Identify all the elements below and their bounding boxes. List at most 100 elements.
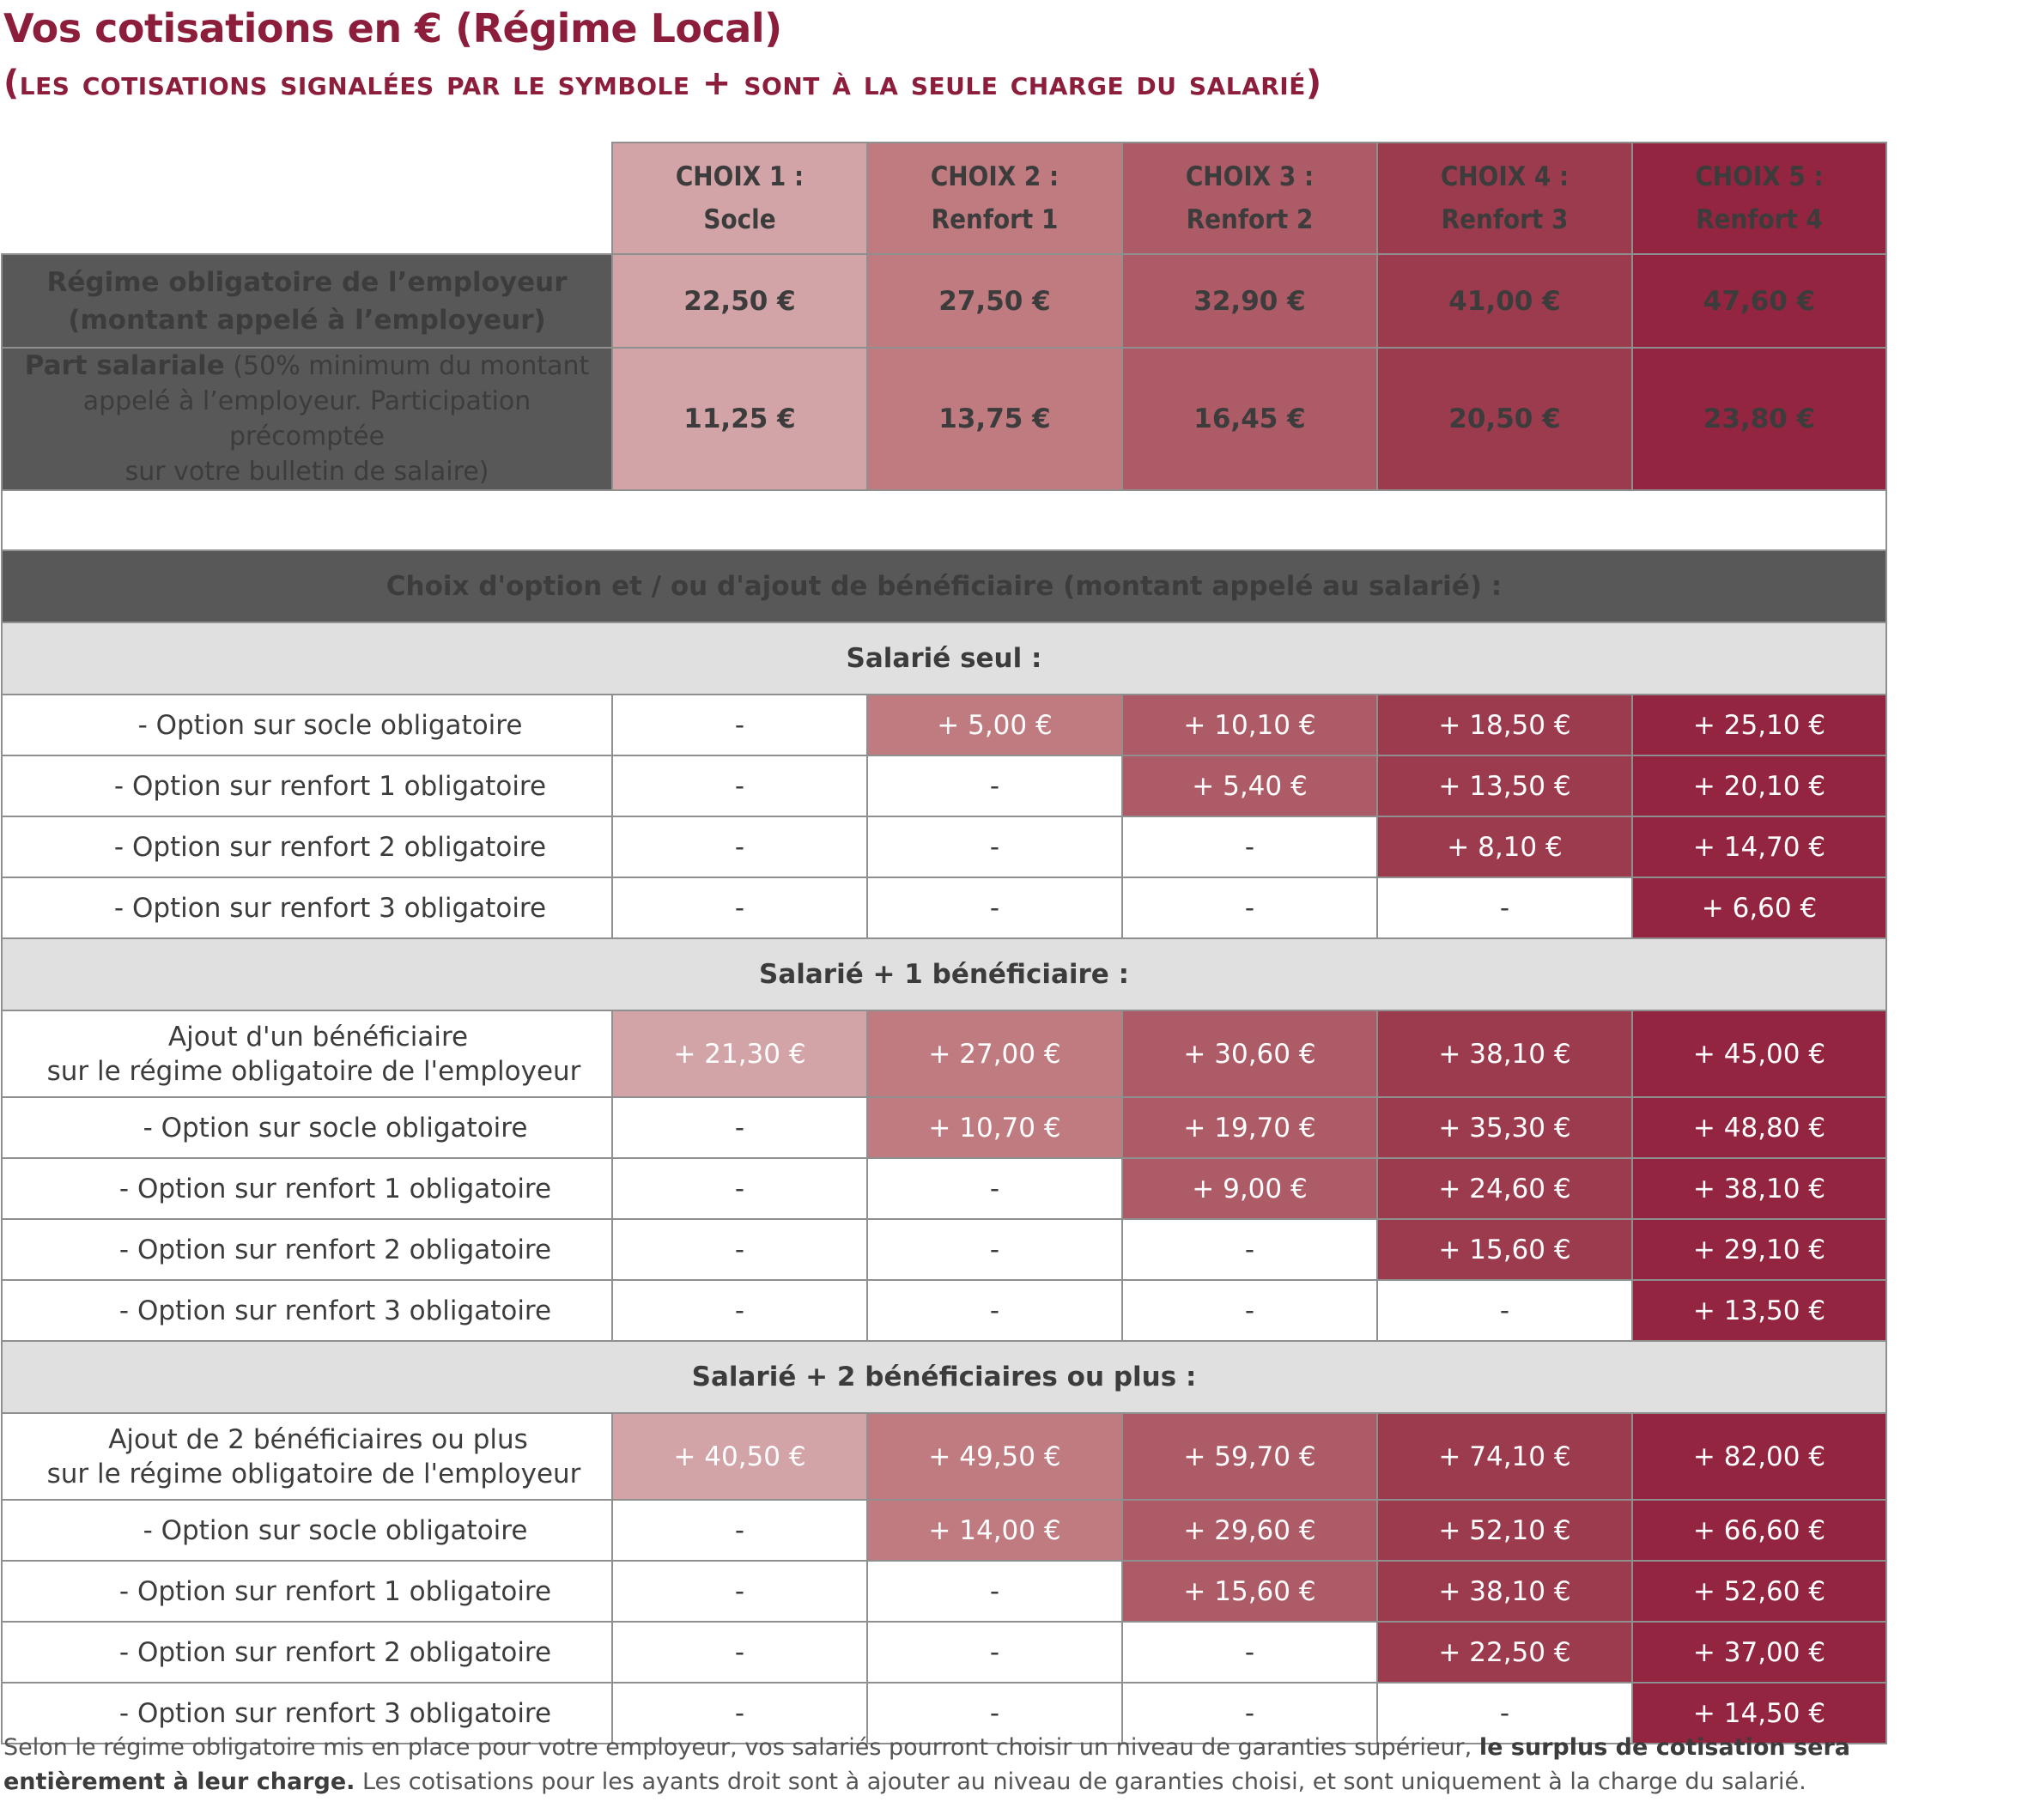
- section-title-row: Salarié + 2 bénéficiaires ou plus :: [1, 1340, 1887, 1414]
- option-value-choix-3: -: [1121, 1279, 1378, 1342]
- option-row: - Option sur renfort 3 obligatoire - - - - + …: [1, 1682, 1887, 1744]
- option-value-choix-2: -: [866, 877, 1123, 939]
- option-value-choix-3: + 29,60 €: [1121, 1499, 1378, 1562]
- option-value-choix-2: + 10,70 €: [866, 1096, 1123, 1159]
- header-choix-5: CHOIX 5 : Renfort 4: [1631, 142, 1887, 255]
- options-heading: Choix d'option et / ou d'ajout de bénéfi…: [1, 549, 1887, 623]
- section-title: Salarié + 2 bénéficiaires ou plus :: [1, 1340, 1887, 1414]
- header-choix-1: CHOIX 1 : Socle: [611, 142, 868, 255]
- option-row: - Option sur renfort 1 obligatoire - - + 9,…: [1, 1157, 1887, 1220]
- regime-value-choix-5: 47,60 €: [1631, 253, 1887, 349]
- option-label: - Option sur renfort 2 obligatoire: [1, 1621, 613, 1684]
- part-salariale-label-small3: sur votre bulletin de salaire): [124, 457, 489, 487]
- ajout-label-line2: sur le régime obligatoire de l'employeur: [46, 1055, 581, 1087]
- option-value-choix-1: -: [611, 1499, 868, 1562]
- footnote-part1: Selon le régime obligatoire mis en place…: [3, 1734, 1479, 1761]
- option-value-choix-3: + 5,40 €: [1121, 755, 1378, 817]
- option-label: - Option sur socle obligatoire: [1, 1096, 613, 1159]
- option-value-choix-4: + 8,10 €: [1376, 816, 1633, 878]
- part-salariale-value-choix-4: 20,50 €: [1376, 347, 1633, 491]
- option-label: - Option sur socle obligatoire: [1, 1499, 613, 1562]
- footnote-bold: le surplus de cotisation sera entièremen…: [3, 1734, 1850, 1795]
- header-choix-2: CHOIX 2 : Renfort 1: [866, 142, 1123, 255]
- ajout-value-choix-1: + 40,50 €: [611, 1412, 868, 1501]
- regime-value-choix-1: 22,50 €: [611, 253, 868, 349]
- option-value-choix-4: + 35,30 €: [1376, 1096, 1633, 1159]
- option-value-choix-1: -: [611, 1157, 868, 1220]
- option-value-choix-5: + 52,60 €: [1631, 1560, 1887, 1623]
- header-choix-4-line2: Renfort 3: [1441, 204, 1569, 235]
- section-title-row: Salarié seul :: [1, 622, 1887, 695]
- option-row: - Option sur renfort 3 obligatoire - - - - + …: [1, 1279, 1887, 1342]
- ajout-beneficiaire-row: Ajout de 2 bénéficiaires ou plus sur le r…: [1, 1412, 1887, 1501]
- option-value-choix-2: + 14,00 €: [866, 1499, 1123, 1562]
- ajout-beneficiaire-label: Ajout de 2 bénéficiaires ou plus sur le r…: [1, 1412, 613, 1501]
- option-value-choix-5: + 38,10 €: [1631, 1157, 1887, 1220]
- section-title: Salarié + 1 bénéficiaire :: [1, 937, 1887, 1011]
- option-value-choix-3: + 10,10 €: [1121, 694, 1378, 756]
- option-value-choix-2: -: [866, 1621, 1123, 1684]
- option-value-choix-2: -: [866, 1218, 1123, 1281]
- option-row: - Option sur socle obligatoire - + 10,70 €…: [1, 1096, 1887, 1159]
- options-heading-row: Choix d'option et / ou d'ajout de bénéfi…: [1, 549, 1887, 623]
- section-title-row: Salarié + 1 bénéficiaire :: [1, 937, 1887, 1011]
- part-salariale-value-choix-5: 23,80 €: [1631, 347, 1887, 491]
- ajout-value-choix-5: + 82,00 €: [1631, 1412, 1887, 1501]
- option-value-choix-5: + 37,00 €: [1631, 1621, 1887, 1684]
- option-value-choix-3: + 9,00 €: [1121, 1157, 1378, 1220]
- option-value-choix-2: -: [866, 755, 1123, 817]
- ajout-value-choix-3: + 59,70 €: [1121, 1412, 1378, 1501]
- option-row: - Option sur renfort 2 obligatoire - - - + 8…: [1, 816, 1887, 878]
- option-row: - Option sur renfort 1 obligatoire - - + 15…: [1, 1560, 1887, 1623]
- option-value-choix-3: -: [1121, 816, 1378, 878]
- option-value-choix-5: + 48,80 €: [1631, 1096, 1887, 1159]
- option-row: - Option sur renfort 3 obligatoire - - - - + …: [1, 877, 1887, 939]
- ajout-value-choix-3: + 30,60 €: [1121, 1010, 1378, 1098]
- option-value-choix-3: -: [1121, 1218, 1378, 1281]
- part-salariale-label-small2: appelé à l’employeur. Participation préc…: [82, 386, 531, 452]
- option-value-choix-5: + 25,10 €: [1631, 694, 1887, 756]
- option-value-choix-1: -: [611, 1218, 868, 1281]
- option-value-choix-1: -: [611, 816, 868, 878]
- option-value-choix-5: + 13,50 €: [1631, 1279, 1887, 1342]
- part-salariale-value-choix-2: 13,75 €: [866, 347, 1123, 491]
- option-value-choix-3: + 19,70 €: [1121, 1096, 1378, 1159]
- sections-body: Salarié seul :- Option sur socle obligat…: [1, 622, 1887, 1744]
- header-choix-5-line1: CHOIX 5 :: [1695, 161, 1824, 192]
- ajout-label-line1: Ajout d'un bénéficiaire: [167, 1021, 469, 1053]
- ajout-beneficiaire-row: Ajout d'un bénéficiaire sur le régime obl…: [1, 1010, 1887, 1098]
- option-row: - Option sur socle obligatoire - + 14,00 €…: [1, 1499, 1887, 1562]
- option-value-choix-2: -: [866, 1682, 1123, 1744]
- regime-label-line1: Régime obligatoire de l’employeur: [46, 266, 568, 298]
- option-value-choix-1: -: [611, 1560, 868, 1623]
- option-value-choix-1: -: [611, 1279, 868, 1342]
- regime-value-choix-4: 41,00 €: [1376, 253, 1633, 349]
- header-choix-1-line2: Socle: [703, 204, 776, 235]
- option-value-choix-5: + 29,10 €: [1631, 1218, 1887, 1281]
- option-label: - Option sur socle obligatoire: [1, 694, 613, 756]
- option-row: - Option sur renfort 2 obligatoire - - - + 2…: [1, 1621, 1887, 1684]
- option-value-choix-2: -: [866, 1279, 1123, 1342]
- option-label: - Option sur renfort 1 obligatoire: [1, 755, 613, 817]
- regime-value-choix-3: 32,90 €: [1121, 253, 1378, 349]
- header-choix-5-line2: Renfort 4: [1696, 204, 1823, 235]
- ajout-label-line2: sur le régime obligatoire de l'employeur: [46, 1458, 581, 1489]
- option-value-choix-2: -: [866, 816, 1123, 878]
- part-salariale-label-small1: (50% minimum du montant: [224, 351, 590, 381]
- cotisations-table: CHOIX 1 : Socle CHOIX 2 : Renfort 1 CHOIX …: [1, 142, 1887, 1744]
- spacer-cell: [1, 489, 1887, 551]
- option-value-choix-4: -: [1376, 1279, 1633, 1342]
- header-choix-1-line1: CHOIX 1 :: [675, 161, 805, 192]
- option-value-choix-4: + 22,50 €: [1376, 1621, 1633, 1684]
- option-value-choix-2: -: [866, 1157, 1123, 1220]
- option-value-choix-4: + 52,10 €: [1376, 1499, 1633, 1562]
- section-title: Salarié seul :: [1, 622, 1887, 695]
- footnote: Selon le régime obligatoire mis en place…: [3, 1731, 1892, 1799]
- option-value-choix-1: -: [611, 877, 868, 939]
- regime-row: Régime obligatoire de l’employeur (montan…: [1, 253, 1887, 349]
- part-salariale-value-choix-3: 16,45 €: [1121, 347, 1378, 491]
- option-value-choix-3: -: [1121, 877, 1378, 939]
- option-value-choix-4: -: [1376, 877, 1633, 939]
- part-salariale-value-choix-1: 11,25 €: [611, 347, 868, 491]
- option-value-choix-2: + 5,00 €: [866, 694, 1123, 756]
